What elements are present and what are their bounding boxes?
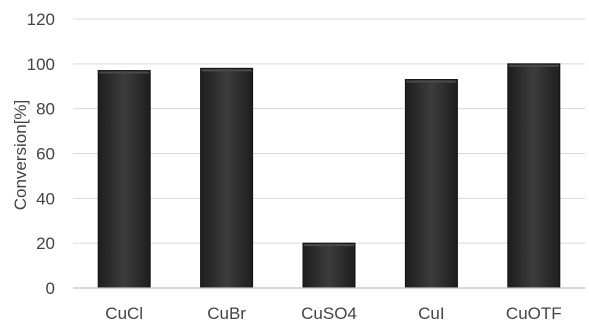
gridlines [73,18,585,244]
bar-top-highlight [304,244,354,247]
bar-top-highlight [406,80,457,83]
bar-cuso4 [302,242,356,289]
x-tick-label: CuSO4 [301,304,357,323]
bar-top-highlight [508,64,559,67]
x-tick-label: CuI [418,304,444,323]
y-tick-label: 40 [36,189,55,208]
y-tick-label: 60 [36,145,55,164]
bar-cubr [200,67,254,289]
y-tick-label: 100 [27,55,55,74]
bar-cuotf [507,63,561,289]
bar-cucl [97,70,151,289]
y-tick-label: 0 [46,279,55,298]
y-axis-title: Conversion[%] [11,100,30,211]
y-tick-label: 80 [36,100,55,119]
bar-top-highlight [99,71,150,74]
x-tick-label: CuOTF [506,304,562,323]
y-tick-label: 20 [36,234,55,253]
x-tick-labels: CuCl CuBr CuSO4 CuI CuOTF [105,304,561,323]
y-tick-label: 120 [27,10,55,29]
y-tick-labels: 0 20 40 60 80 100 120 [27,10,55,298]
x-tick-label: CuCl [105,304,143,323]
bar-top-highlight [201,69,252,72]
bars [97,63,561,289]
bar-cui [404,79,458,289]
x-tick-label: CuBr [207,304,246,323]
